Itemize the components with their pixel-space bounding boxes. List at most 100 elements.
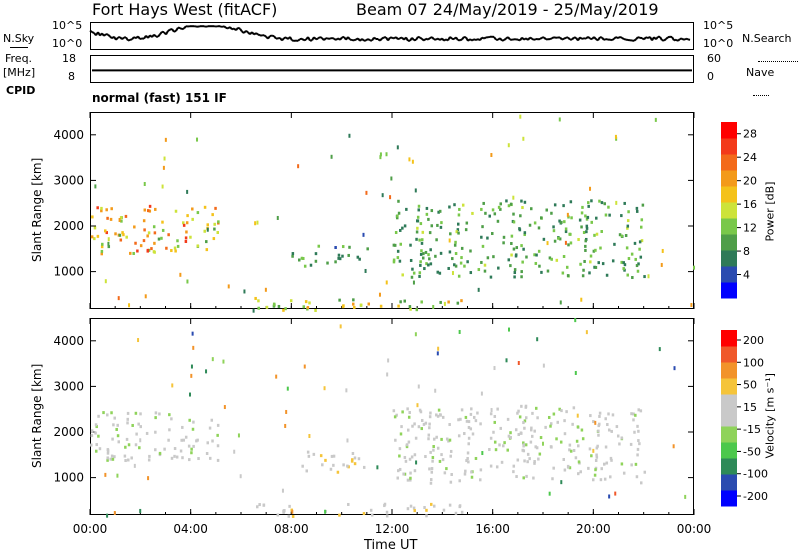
data-cell <box>367 302 371 306</box>
data-cell <box>435 435 438 439</box>
data-cell <box>482 201 485 205</box>
data-cell <box>323 386 326 391</box>
data-cell <box>536 337 539 342</box>
data-cell <box>341 254 344 258</box>
data-cell <box>347 465 350 469</box>
data-cell <box>557 236 560 240</box>
data-cell <box>550 211 553 215</box>
data-cell <box>398 454 401 458</box>
data-cell <box>94 184 97 189</box>
noise-trace-segment <box>301 37 305 42</box>
data-cell <box>161 220 164 224</box>
data-cell <box>577 444 580 448</box>
data-cell <box>519 431 523 435</box>
data-cell <box>620 436 624 440</box>
data-cell <box>497 266 500 270</box>
data-cell <box>94 423 98 427</box>
data-cell <box>182 221 185 225</box>
data-cell <box>187 444 191 448</box>
data-cell <box>429 262 433 266</box>
noise-trace-segment <box>255 32 259 36</box>
data-cell <box>425 206 429 210</box>
data-cell <box>195 439 198 443</box>
data-cell <box>95 449 98 453</box>
data-cell <box>147 476 150 481</box>
data-cell <box>449 480 453 484</box>
data-cell <box>338 298 341 302</box>
data-cell <box>597 424 601 428</box>
data-cell <box>427 437 430 441</box>
data-cell <box>465 221 469 225</box>
data-cell <box>602 462 606 466</box>
data-cell <box>277 304 281 308</box>
data-cell <box>264 287 267 292</box>
data-cell <box>392 258 396 262</box>
data-cell <box>528 223 532 227</box>
data-cell <box>289 299 293 303</box>
nsearch-dots <box>758 47 798 66</box>
data-cell <box>122 233 125 237</box>
noise-trace-segment <box>419 36 423 40</box>
data-cell <box>347 253 350 257</box>
data-cell <box>432 448 435 452</box>
data-cell <box>396 476 399 480</box>
data-cell <box>291 514 295 518</box>
data-cell <box>439 225 443 229</box>
data-cell <box>568 448 571 452</box>
data-cell <box>170 456 174 460</box>
data-cell <box>552 412 556 416</box>
data-cell <box>513 268 517 272</box>
data-cell <box>512 220 516 224</box>
data-cell <box>216 444 220 448</box>
data-cell <box>124 214 128 218</box>
data-cell <box>397 469 400 473</box>
data-cell <box>647 274 650 279</box>
data-cell <box>542 363 545 368</box>
data-cell <box>532 476 535 480</box>
data-cell <box>394 438 397 442</box>
data-cell <box>535 253 538 257</box>
data-cell <box>351 458 354 462</box>
data-cell <box>106 216 109 220</box>
data-cell <box>514 253 518 257</box>
data-cell <box>470 407 473 411</box>
noise-trace-segment <box>529 36 533 40</box>
data-cell <box>170 417 173 421</box>
noise-trace-segment <box>583 37 587 40</box>
data-cell <box>175 455 179 459</box>
data-cell <box>409 258 413 262</box>
data-cell <box>564 240 567 245</box>
data-cell <box>570 216 573 220</box>
noise-trace-segment <box>171 28 175 33</box>
data-cell <box>550 257 553 261</box>
data-cell <box>609 456 613 460</box>
data-cell <box>467 460 470 464</box>
noise-trace-segment <box>319 36 323 39</box>
data-cell <box>551 477 554 481</box>
data-cell <box>415 308 419 312</box>
data-cell <box>640 218 644 222</box>
data-cell <box>563 432 567 436</box>
noise-trace-segment <box>203 25 207 28</box>
data-cell <box>581 437 585 441</box>
data-cell <box>436 270 440 274</box>
data-cell <box>526 460 529 464</box>
data-cell <box>185 230 188 234</box>
noise-trace-segment <box>609 38 613 42</box>
data-cell <box>102 411 105 415</box>
data-cell <box>314 259 318 263</box>
data-cell <box>436 414 440 418</box>
data-cell <box>523 426 526 430</box>
data-cell <box>637 429 640 433</box>
data-cell <box>622 471 626 475</box>
data-cell <box>440 221 443 225</box>
noise-trace-segment <box>477 38 481 42</box>
data-cell <box>396 214 399 218</box>
noise-trace-segment <box>219 25 223 28</box>
data-cell <box>366 247 369 251</box>
data-cell <box>448 250 452 254</box>
noise-trace-segment <box>251 31 255 36</box>
data-cell <box>567 243 570 247</box>
data-cell <box>148 204 152 208</box>
